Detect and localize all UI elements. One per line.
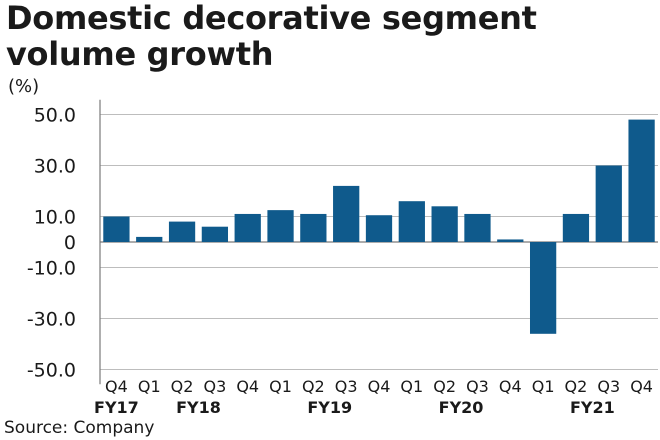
bar	[136, 236, 163, 242]
x-tick-label: Q2	[433, 377, 456, 396]
bar	[267, 210, 294, 243]
year-label: FY21	[570, 398, 615, 417]
year-label: FY18	[176, 398, 221, 417]
year-label: FY19	[307, 398, 352, 417]
x-tick-label: Q1	[138, 377, 161, 396]
chart-title-line-2: volume growth	[6, 35, 274, 73]
y-tick-label: 0	[64, 232, 76, 254]
y-tick-label: 10.0	[34, 207, 76, 229]
year-label: FY17	[94, 398, 139, 417]
x-tick-label: Q4	[499, 377, 522, 396]
bar	[431, 206, 458, 242]
y-tick-label: -50.0	[27, 360, 76, 382]
bar	[168, 221, 196, 242]
x-tick-label: Q4	[630, 377, 653, 396]
bar	[595, 165, 622, 242]
bar	[628, 119, 655, 242]
bar	[497, 239, 524, 242]
bar	[529, 242, 557, 334]
x-tick-label: Q4	[105, 377, 128, 396]
x-tick-label: Q2	[565, 377, 588, 396]
bar	[201, 226, 229, 242]
year-labels: FY17 FY18 FY19 FY20 FY21	[94, 398, 615, 417]
bar	[333, 185, 360, 242]
x-tick-label: Q1	[532, 377, 555, 396]
chart-title: Domestic decorative segment volume growt…	[6, 0, 656, 72]
y-tick-label: 30.0	[34, 156, 76, 178]
y-tick-label: -30.0	[27, 309, 76, 331]
x-tick-label: Q2	[171, 377, 194, 396]
x-tick-label: Q1	[269, 377, 292, 396]
year-label: FY20	[439, 398, 484, 417]
y-tick-label: -10.0	[27, 258, 76, 280]
x-tick-labels: Q4 Q1 Q2 Q3 Q4 Q1 Q2 Q3 Q4 Q1 Q2 Q3 Q4 Q1 Q2 Q3 Q4	[105, 377, 653, 396]
x-tick-label: Q3	[335, 377, 358, 396]
bar	[464, 213, 491, 242]
x-tick-label: Q4	[236, 377, 259, 396]
bar	[103, 216, 130, 242]
bar	[234, 213, 261, 242]
y-tick-labels: 50.0 30.0 10.0 0 -10.0 -30.0 -50.0	[27, 105, 76, 382]
bars	[103, 119, 655, 334]
x-tick-label: Q3	[203, 377, 226, 396]
bar	[562, 213, 590, 242]
bar	[300, 213, 327, 242]
bar	[398, 201, 425, 242]
x-tick-label: Q3	[466, 377, 489, 396]
bar	[365, 215, 393, 242]
x-tick-label: Q4	[368, 377, 391, 396]
x-tick-label: Q1	[400, 377, 423, 396]
y-tick-label: 50.0	[34, 105, 76, 127]
x-tick-label: Q2	[302, 377, 325, 396]
source-note: Source: Company	[4, 418, 155, 438]
chart-title-line-1: Domestic decorative segment	[6, 0, 537, 37]
y-axis-label: (%)	[8, 76, 39, 97]
x-tick-label: Q3	[597, 377, 620, 396]
